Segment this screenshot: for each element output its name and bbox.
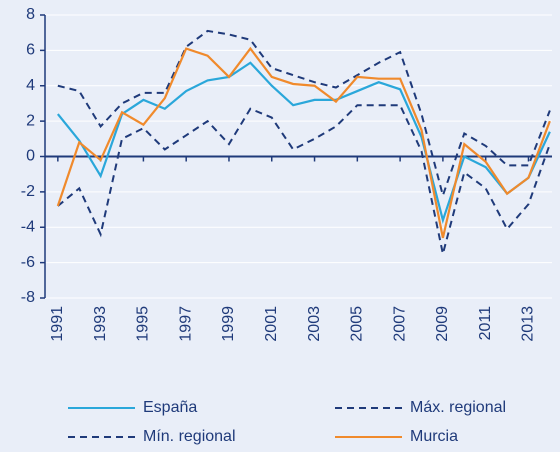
x-tick-label: 2005 xyxy=(349,306,366,342)
y-tick-label: 6 xyxy=(26,42,35,59)
legend-label: Mín. regional xyxy=(143,428,236,445)
series-line xyxy=(56,61,551,225)
x-tick-label: 2003 xyxy=(306,306,323,342)
y-tick-label: -2 xyxy=(21,183,35,200)
y-tick-label: -8 xyxy=(21,289,35,306)
x-tick-label: 1997 xyxy=(177,306,194,342)
x-tick-label: 1999 xyxy=(220,306,237,342)
y-tick-label: 4 xyxy=(26,77,35,94)
y-tick-label: 0 xyxy=(26,148,35,165)
y-tick-label: -4 xyxy=(21,218,35,235)
y-tick-label: 8 xyxy=(26,6,35,23)
legend-label: Máx. regional xyxy=(410,399,506,416)
series-line xyxy=(57,104,551,255)
x-tick-label: 2001 xyxy=(263,306,280,342)
y-tick-label: -6 xyxy=(21,254,35,271)
series-line xyxy=(56,46,551,239)
legend-label: Murcia xyxy=(410,428,458,445)
x-tick-label: 1991 xyxy=(49,306,66,342)
x-tick-label: 1995 xyxy=(135,306,152,342)
x-tick-label: 2011 xyxy=(477,306,494,341)
x-tick-label: 2013 xyxy=(520,306,537,342)
x-tick-label: 2007 xyxy=(391,306,408,342)
legend-label: España xyxy=(143,399,197,416)
x-tick-label: 2009 xyxy=(434,306,451,342)
y-tick-label: 2 xyxy=(26,112,35,129)
x-tick-label: 1993 xyxy=(92,306,109,342)
series-line xyxy=(57,29,551,199)
